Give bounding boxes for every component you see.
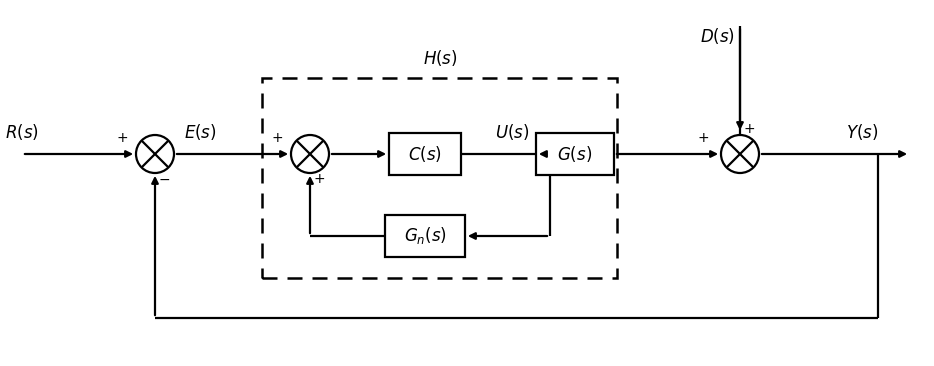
Bar	[389, 133, 461, 175]
Text: $-$: $-$	[158, 172, 170, 186]
Text: $D(s)$: $D(s)$	[700, 26, 735, 46]
Text: $+$: $+$	[271, 131, 283, 145]
Text: $R(s)$: $R(s)$	[5, 122, 39, 142]
Text: $+$: $+$	[743, 122, 755, 136]
Text: $G(s)$: $G(s)$	[558, 144, 592, 164]
Text: $Y(s)$: $Y(s)$	[846, 122, 878, 142]
Text: $G_n(s)$: $G_n(s)$	[403, 225, 446, 246]
Text: $C(s)$: $C(s)$	[408, 144, 442, 164]
Text: $U(s)$: $U(s)$	[495, 122, 530, 142]
Text: $+$: $+$	[116, 131, 128, 145]
Text: $E(s)$: $E(s)$	[184, 122, 217, 142]
Text: $H(s)$: $H(s)$	[423, 48, 458, 68]
Bar	[262, 78, 617, 278]
Text: $+$: $+$	[697, 131, 709, 145]
Bar	[536, 133, 614, 175]
Text: $+$: $+$	[313, 172, 325, 186]
Bar	[385, 215, 465, 257]
